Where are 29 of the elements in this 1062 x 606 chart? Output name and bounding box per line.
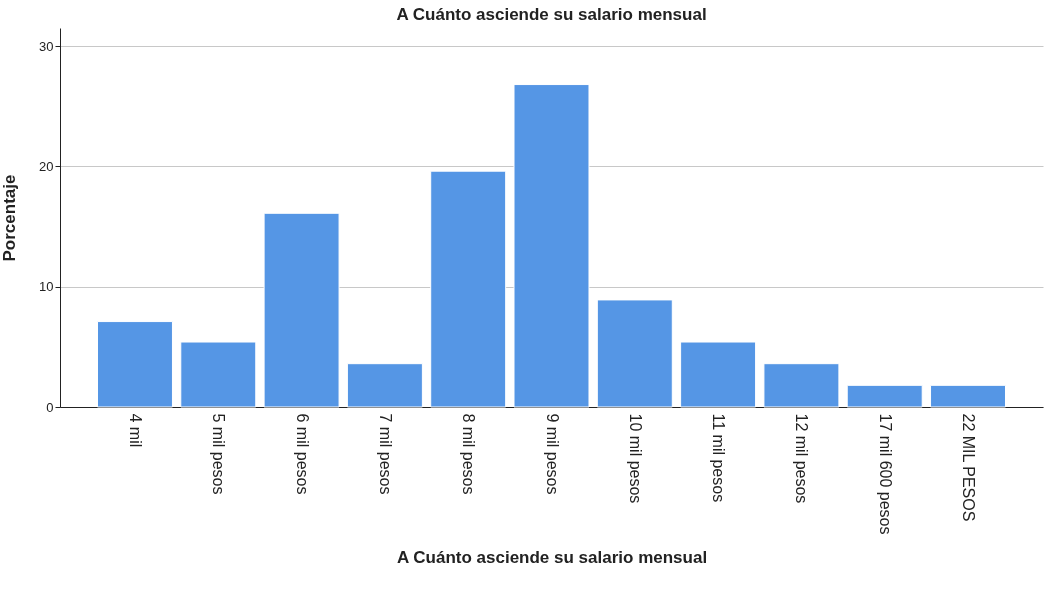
bar bbox=[96, 321, 173, 408]
x-tick-label: 10 mil pesos bbox=[626, 413, 644, 504]
x-axis-title: A Cuánto asciende su salario mensual bbox=[396, 548, 708, 568]
x-tick-label: 8 mil pesos bbox=[460, 413, 478, 495]
y-tick-label: 20 bbox=[39, 158, 54, 174]
x-tick-label: 6 mil pesos bbox=[293, 413, 311, 495]
bar bbox=[680, 341, 757, 408]
x-tick-label: 7 mil pesos bbox=[376, 413, 394, 495]
bar bbox=[596, 299, 673, 408]
x-tick-label: 22 MIL PESOS bbox=[960, 413, 978, 522]
bar bbox=[513, 84, 590, 408]
bar bbox=[430, 170, 507, 408]
bar bbox=[346, 363, 423, 408]
y-tick-label: 30 bbox=[39, 38, 54, 54]
bar bbox=[263, 212, 340, 408]
x-tick-label: 4 mil bbox=[126, 413, 144, 448]
bar bbox=[763, 363, 840, 408]
chart-title: A Cuánto asciende su salario mensual bbox=[396, 5, 707, 24]
bar bbox=[930, 384, 1007, 408]
x-tick-label: 11 mil pesos bbox=[710, 413, 728, 503]
bar bbox=[846, 384, 923, 408]
bar bbox=[180, 341, 257, 408]
y-tick-label: 10 bbox=[39, 279, 54, 295]
x-tick-label: 17 mil 600 pesos bbox=[876, 413, 894, 535]
y-axis-title: Porcentaje bbox=[0, 174, 20, 262]
x-tick-label: 12 mil pesos bbox=[793, 413, 811, 504]
y-tick-label: 0 bbox=[46, 399, 54, 415]
x-tick-label: 5 mil pesos bbox=[210, 413, 228, 495]
x-tick-label: 9 mil pesos bbox=[543, 413, 561, 495]
